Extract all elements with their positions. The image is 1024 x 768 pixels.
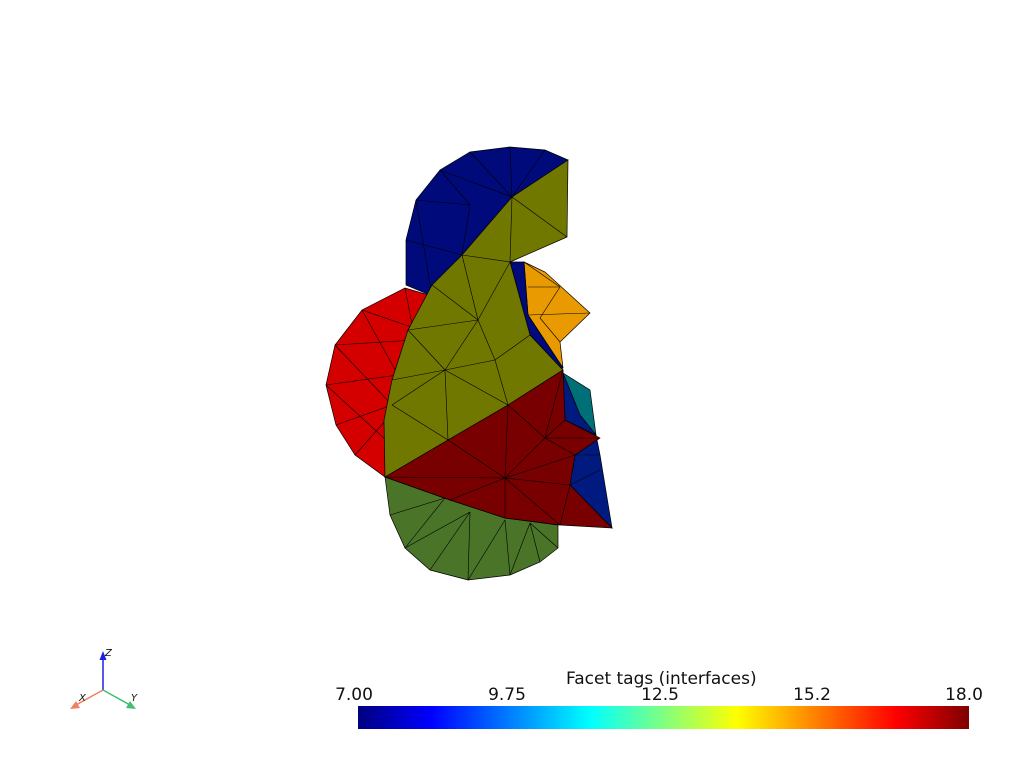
dark-red-surface-region — [384, 369, 613, 529]
green-surface-region — [384, 476, 559, 581]
colorbar-tick-label: 12.5 — [641, 685, 679, 705]
colorbar-tick-label: 9.75 — [488, 685, 526, 705]
red-surface-region — [325, 287, 433, 478]
y-axis-label: Y — [131, 693, 138, 704]
colorbar-gradient — [358, 706, 969, 729]
x-axis-label: X — [78, 693, 87, 704]
orientation-axes: Z X Y — [70, 648, 138, 709]
x-axis-arrow — [70, 701, 80, 709]
z-axis-label: Z — [104, 648, 113, 659]
colorbar-tick-label: 15.2 — [793, 685, 831, 705]
colorbar-tick-label: 7.00 — [335, 685, 373, 705]
x-axis-line — [75, 689, 104, 706]
colorbar-tick-label: 18.0 — [945, 685, 983, 705]
y-axis-line — [102, 689, 131, 706]
z-axis-arrow — [99, 651, 107, 660]
colorbar-title: Facet tags (interfaces) — [566, 669, 757, 689]
y-axis-arrow — [126, 701, 136, 709]
